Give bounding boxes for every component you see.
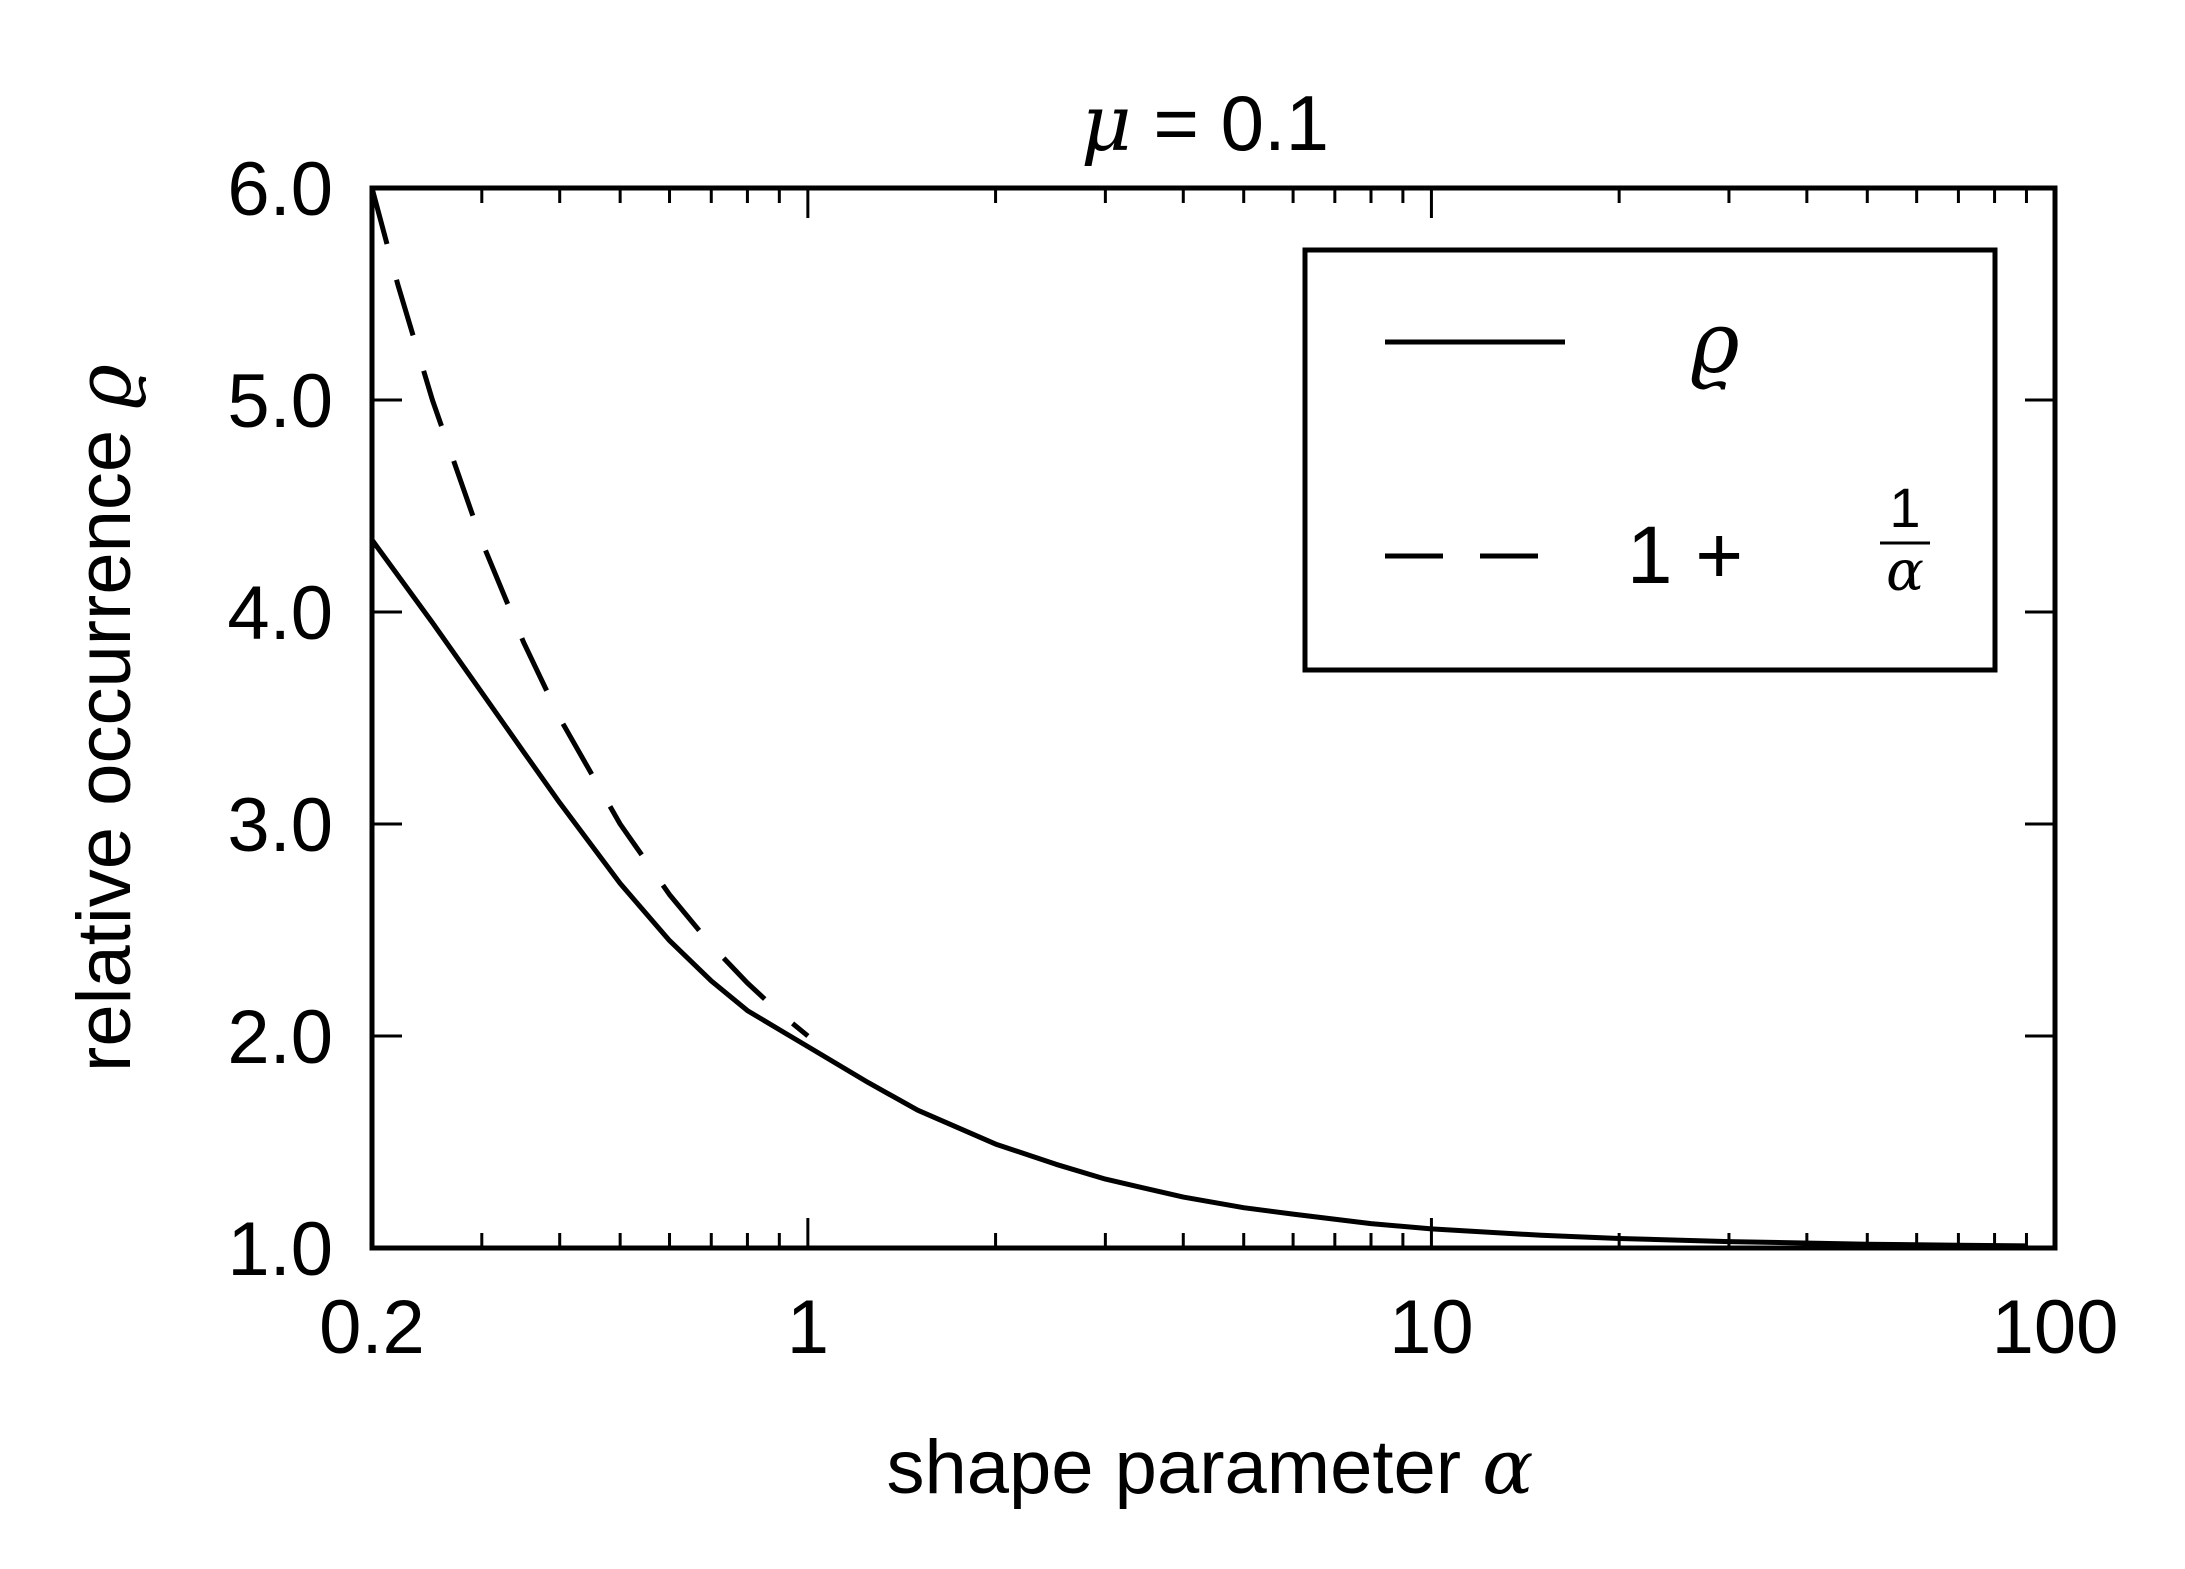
title-symbol: μ (1081, 79, 1132, 169)
x-tick-label: 1 (787, 1285, 829, 1370)
y-tick-label: 1.0 (227, 1207, 333, 1292)
y-tick-label: 2.0 (227, 995, 333, 1080)
chart-title: μ = 0.1 (1081, 79, 1329, 169)
y-axis-label-text: relative occurrence (62, 409, 147, 1072)
y-tick-labels: 1.0 2.0 3.0 4.0 5.0 6.0 (227, 147, 333, 1292)
legend-fraction-numerator: 1 (1889, 476, 1920, 539)
y-tick-label: 3.0 (227, 783, 333, 868)
legend-rho-label: ϱ (1690, 294, 1739, 392)
title-text: = 0.1 (1132, 79, 1329, 167)
x-axis-label-text: shape parameter (886, 1425, 1482, 1510)
x-axis-label: shape parameter α (886, 1422, 1533, 1511)
legend-box (1305, 250, 1995, 670)
legend-fraction-denominator: α (1886, 539, 1924, 604)
x-tick-label: 100 (1992, 1285, 2119, 1370)
x-axis-label-symbol: α (1482, 1422, 1533, 1511)
legend: ϱ 1 + 1 α (1305, 250, 1995, 670)
x-tick-labels: 0.2 1 10 100 (319, 1285, 2118, 1370)
y-tick-label: 4.0 (227, 571, 333, 656)
y-tick-label: 6.0 (227, 147, 333, 232)
y-axis-label-symbol: ϱ (59, 364, 148, 409)
legend-inv-alpha-label: 1 + (1627, 510, 1743, 601)
x-tick-label: 10 (1389, 1285, 1474, 1370)
x-tick-label: 0.2 (319, 1285, 425, 1370)
y-tick-label: 5.0 (227, 359, 333, 444)
series-line-one_plus_inv_alpha (372, 188, 808, 1036)
y-axis-label: relative occurrence ϱ (59, 364, 148, 1072)
